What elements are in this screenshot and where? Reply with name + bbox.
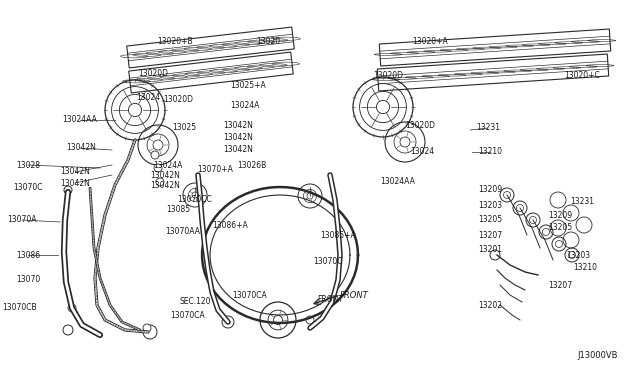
Text: 13070CA: 13070CA xyxy=(232,291,268,299)
Text: 13201: 13201 xyxy=(478,246,502,254)
Text: 13020+C: 13020+C xyxy=(564,71,600,80)
Text: 13024A: 13024A xyxy=(154,161,182,170)
Text: 13042N: 13042N xyxy=(223,134,253,142)
Circle shape xyxy=(222,316,234,328)
Text: 13210: 13210 xyxy=(478,148,502,157)
Text: 13070A: 13070A xyxy=(7,215,36,224)
Text: 13205: 13205 xyxy=(548,224,572,232)
Text: 13042N: 13042N xyxy=(223,121,253,129)
Text: 13024: 13024 xyxy=(136,93,160,103)
Text: 13042N: 13042N xyxy=(60,167,90,176)
Circle shape xyxy=(143,325,157,339)
Text: 13020D: 13020D xyxy=(405,121,435,129)
Text: 13020+A: 13020+A xyxy=(412,38,448,46)
Text: 13207: 13207 xyxy=(548,280,572,289)
Text: 13209: 13209 xyxy=(548,211,572,219)
Text: FRONT: FRONT xyxy=(340,291,369,299)
Text: 13231: 13231 xyxy=(570,198,594,206)
Text: 13086: 13086 xyxy=(16,250,40,260)
Text: 13026B: 13026B xyxy=(237,160,267,170)
Text: 13020D: 13020D xyxy=(373,71,403,80)
Text: 13070: 13070 xyxy=(16,276,40,285)
Circle shape xyxy=(156,178,164,186)
Text: FRONT: FRONT xyxy=(317,295,343,305)
Text: 13042N: 13042N xyxy=(150,182,180,190)
Text: 13070+A: 13070+A xyxy=(197,166,233,174)
Text: 13042N: 13042N xyxy=(223,145,253,154)
Text: 13202: 13202 xyxy=(478,301,502,310)
Text: 13210: 13210 xyxy=(573,263,597,273)
Text: 13042N: 13042N xyxy=(60,179,90,187)
Text: 13070C: 13070C xyxy=(313,257,343,266)
Text: 13020+B: 13020+B xyxy=(157,38,193,46)
Text: 13086+A: 13086+A xyxy=(212,221,248,230)
Text: 13070AA: 13070AA xyxy=(166,228,200,237)
Text: 13203: 13203 xyxy=(566,250,590,260)
Text: 13085+A: 13085+A xyxy=(320,231,356,240)
Text: SEC.120: SEC.120 xyxy=(179,298,211,307)
Text: 13231: 13231 xyxy=(476,124,500,132)
Circle shape xyxy=(143,324,151,332)
Text: 13070C: 13070C xyxy=(13,183,43,192)
Text: 13070CC: 13070CC xyxy=(178,196,212,205)
Text: 13042N: 13042N xyxy=(150,171,180,180)
Text: J13000VB: J13000VB xyxy=(577,351,618,360)
Text: 13024A: 13024A xyxy=(230,100,260,109)
Text: 13209: 13209 xyxy=(478,186,502,195)
Circle shape xyxy=(154,164,162,172)
Text: 13203: 13203 xyxy=(478,201,502,209)
Circle shape xyxy=(63,325,73,335)
Text: 13042N: 13042N xyxy=(66,144,96,153)
Text: 13024AA: 13024AA xyxy=(63,115,97,125)
Text: 13025+A: 13025+A xyxy=(230,80,266,90)
Text: 13085: 13085 xyxy=(166,205,190,215)
Text: 13020D: 13020D xyxy=(138,68,168,77)
Text: 13024AA: 13024AA xyxy=(381,177,415,186)
Text: 13070CA: 13070CA xyxy=(171,311,205,320)
Text: 13028: 13028 xyxy=(16,160,40,170)
Text: 13207: 13207 xyxy=(478,231,502,240)
Text: 13020D: 13020D xyxy=(163,96,193,105)
Circle shape xyxy=(151,151,159,159)
Circle shape xyxy=(68,304,76,312)
Text: 13070CB: 13070CB xyxy=(3,304,37,312)
Circle shape xyxy=(64,186,72,194)
Text: 13020: 13020 xyxy=(256,38,280,46)
Text: 13025: 13025 xyxy=(172,124,196,132)
Text: 13205: 13205 xyxy=(478,215,502,224)
Circle shape xyxy=(490,250,500,260)
Text: 13024: 13024 xyxy=(410,148,434,157)
Circle shape xyxy=(306,316,314,324)
